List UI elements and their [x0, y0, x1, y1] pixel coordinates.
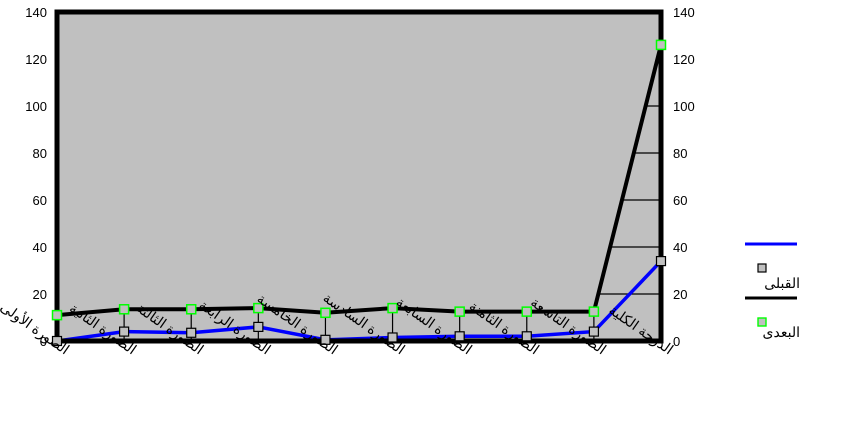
series-1-point	[655, 256, 667, 267]
y-tick-label-left: 20	[33, 287, 47, 302]
legend-marker-series-2	[757, 317, 767, 327]
y-tick-label-right: 40	[673, 240, 687, 255]
series-1-point	[186, 327, 197, 338]
y-tick-label-left: 0	[40, 334, 47, 349]
series-1-point	[454, 331, 465, 342]
series-2-point	[454, 306, 465, 317]
series-2-line	[57, 44, 661, 318]
series-1-point	[320, 334, 331, 345]
series-1-point	[119, 326, 130, 337]
y-tick-label-right: 100	[673, 99, 695, 114]
y-tick-label-left: 80	[33, 146, 47, 161]
legend-label-series-2: البعدى	[763, 324, 800, 340]
y-axis-right: 0 20 40 60 80 100 120 140	[673, 5, 695, 349]
series-1-point	[51, 335, 63, 347]
series-markers	[51, 39, 667, 347]
series-1-point	[387, 332, 398, 343]
series-1-point	[521, 331, 532, 342]
y-tick-label-right: 20	[673, 287, 687, 302]
plot-frame	[54, 9, 664, 344]
y-tick-label-right: 60	[673, 193, 687, 208]
series-2-point	[588, 306, 600, 317]
series-2-point	[521, 306, 533, 317]
series-1-point	[588, 326, 599, 337]
y-tick-label-right: 120	[673, 52, 695, 67]
series-2-point	[655, 39, 667, 51]
series-2-point	[51, 309, 63, 321]
y-tick-label-left: 60	[33, 193, 47, 208]
y-tick-label-left: 140	[25, 5, 47, 20]
legend-label-series-1: القبلى	[764, 275, 800, 291]
legend: القبلى البعدى	[745, 242, 800, 340]
y-tick-label-left: 40	[33, 240, 47, 255]
y-axis-left: 0 20 40 60 80 100 120 140	[25, 5, 47, 349]
y-tick-label-left: 120	[25, 52, 47, 67]
series-2-area	[57, 12, 661, 316]
series-2-point	[387, 302, 398, 314]
series-lines	[57, 12, 661, 341]
y-tick-label-left: 100	[25, 99, 47, 114]
series-1-point	[253, 321, 264, 332]
y-tick-label-right: 0	[673, 334, 680, 349]
legend-marker-series-1	[757, 263, 767, 273]
series-2-point	[253, 302, 264, 314]
series-2-point	[320, 307, 331, 319]
series-2-point	[185, 304, 197, 315]
y-tick-label-right: 80	[673, 146, 687, 161]
series-2-point	[118, 304, 130, 315]
y-tick-label-right: 140	[673, 5, 695, 20]
